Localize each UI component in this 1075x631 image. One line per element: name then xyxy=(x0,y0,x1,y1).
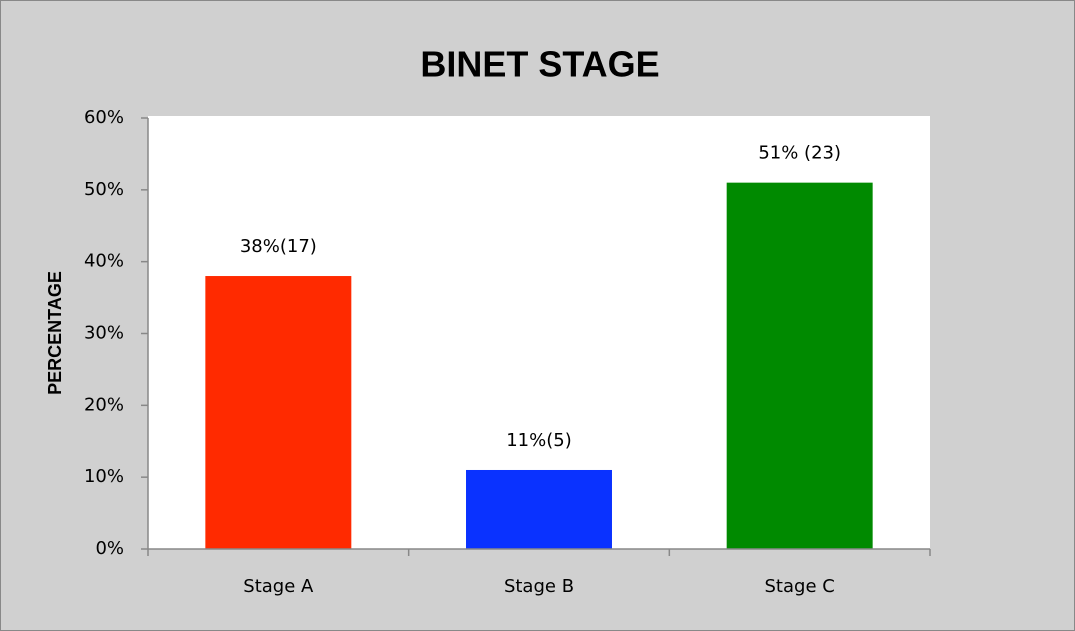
y-tick-label: 0% xyxy=(95,538,124,559)
x-tick-label: Stage C xyxy=(765,576,835,597)
y-tick-label: 50% xyxy=(84,179,124,200)
value-label: 51% (23) xyxy=(758,143,841,164)
chart-title: BINET STAGE xyxy=(420,44,659,85)
y-tick-label: 30% xyxy=(84,323,124,344)
value-label: 38%(17) xyxy=(240,236,317,257)
value-label: 11%(5) xyxy=(506,430,572,451)
y-tick-label: 60% xyxy=(84,107,124,128)
bar xyxy=(726,182,873,549)
y-axis-label: PERCENTAGE xyxy=(45,271,65,395)
y-tick-label: 40% xyxy=(84,251,124,272)
bar xyxy=(466,469,612,549)
y-tick-label: 20% xyxy=(84,394,124,415)
x-tick-label: Stage A xyxy=(243,576,314,597)
bar xyxy=(205,276,352,549)
x-tick-label: Stage B xyxy=(504,576,574,597)
y-tick-label: 10% xyxy=(84,466,124,487)
